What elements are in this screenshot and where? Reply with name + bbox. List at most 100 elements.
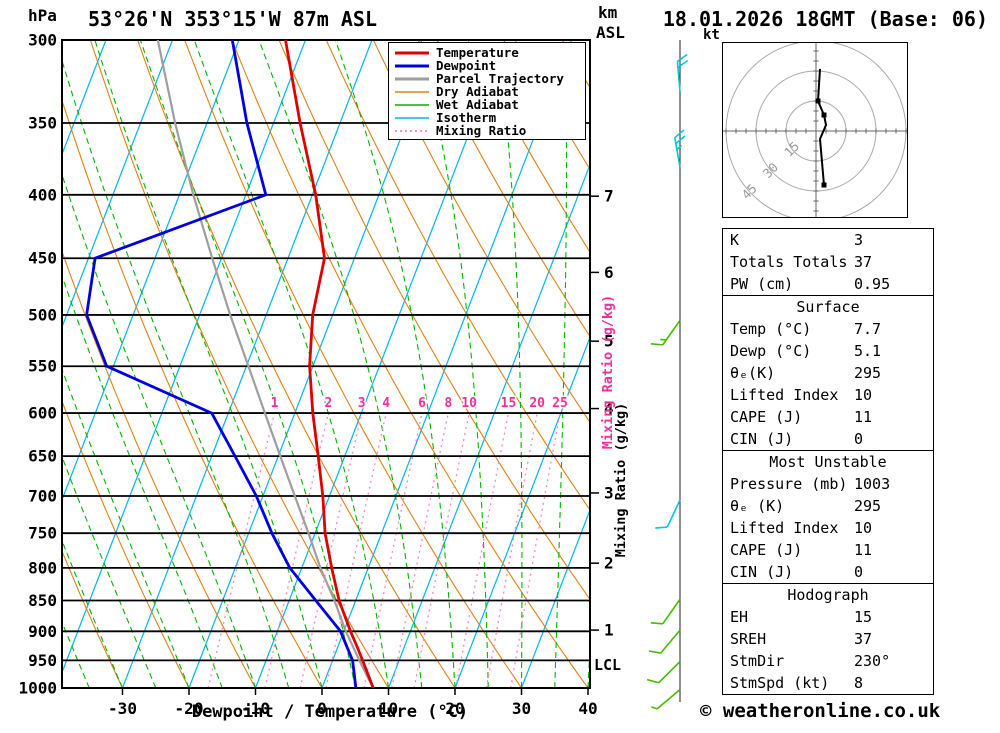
stat-value: 10 bbox=[854, 519, 873, 537]
wind-barb bbox=[648, 629, 681, 654]
stat-label: Dewp (°C) bbox=[730, 342, 812, 360]
stats-section-header: Most Unstable bbox=[769, 453, 887, 471]
stat-row: StmDir 230° bbox=[723, 650, 933, 672]
pressure-tick-labels: 300 350 400 450 500 550 600 650 700 750 800 850 900 9… bbox=[18, 31, 57, 698]
pressure-axis-unit-label: hPa bbox=[28, 6, 57, 25]
mixing-ratio-value-label: 15 bbox=[501, 396, 517, 411]
km-tick-label: 3 bbox=[604, 483, 614, 502]
stat-value: 230° bbox=[854, 652, 891, 670]
stat-label: Temp (°C) bbox=[730, 320, 812, 338]
page-title: 53°26'N 353°15'W 87m ASL bbox=[88, 7, 377, 31]
wind-barb bbox=[674, 129, 686, 168]
stat-row: Lifted Index 10 bbox=[723, 384, 933, 406]
km-tick-label: 2 bbox=[604, 554, 614, 573]
legend-item-label: Dry Adiabat bbox=[436, 84, 519, 99]
pressure-tick-label: 900 bbox=[28, 622, 57, 641]
stat-value: 10 bbox=[854, 386, 873, 404]
stat-row: Totals Totals 37 bbox=[723, 251, 933, 273]
stat-value: 11 bbox=[854, 408, 873, 426]
legend-item-label: Isotherm bbox=[436, 110, 497, 125]
legend-line-sample bbox=[395, 77, 429, 80]
hodograph-marker bbox=[821, 182, 827, 188]
legend-item-label: Wet Adiabat bbox=[436, 97, 519, 112]
stat-row: SREH 37 bbox=[723, 628, 933, 650]
mixing-ratio-axis-label: Mixing Ratio (g/kg) bbox=[600, 295, 616, 449]
legend-item-label: Dewpoint bbox=[436, 58, 497, 73]
mixing-ratio-lines bbox=[207, 412, 561, 688]
stat-row: EH 15 bbox=[723, 606, 933, 628]
wind-barb bbox=[650, 598, 681, 625]
stat-label: Pressure (mb) bbox=[730, 475, 848, 493]
stat-row: CIN (J) 0 bbox=[723, 428, 933, 450]
stat-value: 295 bbox=[854, 497, 882, 515]
pressure-tick-label: 450 bbox=[28, 249, 57, 268]
temperature-tick-label: 20 bbox=[445, 699, 464, 718]
temperature-tick-label: 10 bbox=[379, 699, 398, 718]
pressure-tick-label: 700 bbox=[28, 487, 57, 506]
legend-line-sample bbox=[395, 116, 429, 119]
mixing-ratio-axis-label: Mixing Ratio (g/kg) bbox=[613, 403, 629, 557]
pressure-tick-label: 600 bbox=[28, 404, 57, 423]
plot-frame bbox=[61, 39, 591, 689]
temperature-tick-label: 30 bbox=[512, 699, 531, 718]
stat-label: CAPE (J) bbox=[730, 408, 803, 426]
stat-value: 0 bbox=[854, 563, 864, 581]
stat-value: 15 bbox=[854, 608, 873, 626]
legend-line-sample bbox=[395, 129, 429, 132]
wind-barb bbox=[655, 499, 681, 529]
datetime-label: 18.01.2026 18GMT (Base: 06) bbox=[662, 7, 988, 31]
x-axis-label: Dewpoint / Temperature (°C) bbox=[191, 702, 469, 722]
pressure-tick-label: 950 bbox=[28, 651, 57, 670]
stat-label: Lifted Index bbox=[730, 386, 839, 404]
mixing-ratio-labels: 1 2 3 4 6 8 10 15 20 25 bbox=[269, 395, 569, 413]
stat-label: StmSpd (kt) bbox=[730, 674, 830, 692]
legend-line-sample bbox=[395, 103, 429, 106]
stats-section: Most Unstable Pressure (mb) 1003 θₑ (K) 295 L… bbox=[723, 450, 933, 583]
legend-line-sample bbox=[395, 51, 429, 54]
stat-row: Dewp (°C) 5.1 bbox=[723, 340, 933, 362]
hodograph-ring-label: 15 bbox=[781, 138, 802, 159]
stat-row: StmSpd (kt) 8 bbox=[723, 672, 933, 694]
stat-label: EH bbox=[730, 608, 749, 626]
legend-item: Mixing Ratio bbox=[394, 124, 581, 137]
stats-section-header: Surface bbox=[796, 298, 860, 316]
stat-value: 3 bbox=[854, 231, 864, 249]
asl-axis-unit-label: ASL bbox=[596, 23, 625, 42]
wind-barb bbox=[650, 319, 681, 346]
stats-section: Surface Temp (°C) 7.7 Dewp (°C) 5.1 θₑ(K) 295 L… bbox=[723, 295, 933, 450]
wind-barb bbox=[676, 53, 689, 92]
legend: Temperature Dewpoint Parcel Trajectory Dry … bbox=[388, 42, 586, 140]
stat-row: Temp (°C) 7.7 bbox=[723, 318, 933, 340]
temperature-tick-label: -20 bbox=[175, 699, 204, 718]
hodograph-trace bbox=[817, 68, 827, 186]
hodograph-unit-label: kt bbox=[703, 27, 720, 43]
hodograph-marker bbox=[821, 112, 827, 118]
stat-label: K bbox=[730, 231, 740, 249]
mixing-ratio-value-label: 4 bbox=[382, 396, 390, 411]
legend-item: Dewpoint bbox=[394, 59, 581, 72]
km-tick-label: 5 bbox=[604, 332, 614, 351]
stat-row: CAPE (J) 11 bbox=[723, 539, 933, 561]
stats-section: Hodograph EH 15 SREH 37 StmDir 230° StmSpd (kt)… bbox=[723, 583, 933, 694]
stat-label: θₑ (K) bbox=[730, 497, 785, 515]
stat-value: 0.95 bbox=[854, 275, 891, 293]
profile-parcel-trajectory bbox=[156, 40, 375, 688]
mixing-ratio-value-label: 10 bbox=[461, 396, 477, 411]
temperature-tick-label: -30 bbox=[108, 699, 137, 718]
stat-label: CIN (J) bbox=[730, 430, 794, 448]
pressure-tick-label: 350 bbox=[28, 114, 57, 133]
stat-label: CAPE (J) bbox=[730, 541, 803, 559]
legend-item: Parcel Trajectory bbox=[394, 72, 581, 85]
stat-value: 1003 bbox=[854, 475, 891, 493]
mixing-ratio-value-label: 8 bbox=[444, 396, 452, 411]
km-axis: 7 6 5 4 3 2 1 LCL bbox=[591, 187, 621, 674]
mixing-ratio-value-label: 1 bbox=[271, 396, 279, 411]
legend-item: Dry Adiabat bbox=[394, 85, 581, 98]
stat-row: θₑ(K) 295 bbox=[723, 362, 933, 384]
legend-item-label: Mixing Ratio bbox=[436, 123, 527, 138]
pressure-tick-label: 1000 bbox=[18, 679, 57, 698]
hodograph-marker bbox=[815, 98, 821, 104]
mixing-ratio-value-label: 20 bbox=[529, 396, 545, 411]
